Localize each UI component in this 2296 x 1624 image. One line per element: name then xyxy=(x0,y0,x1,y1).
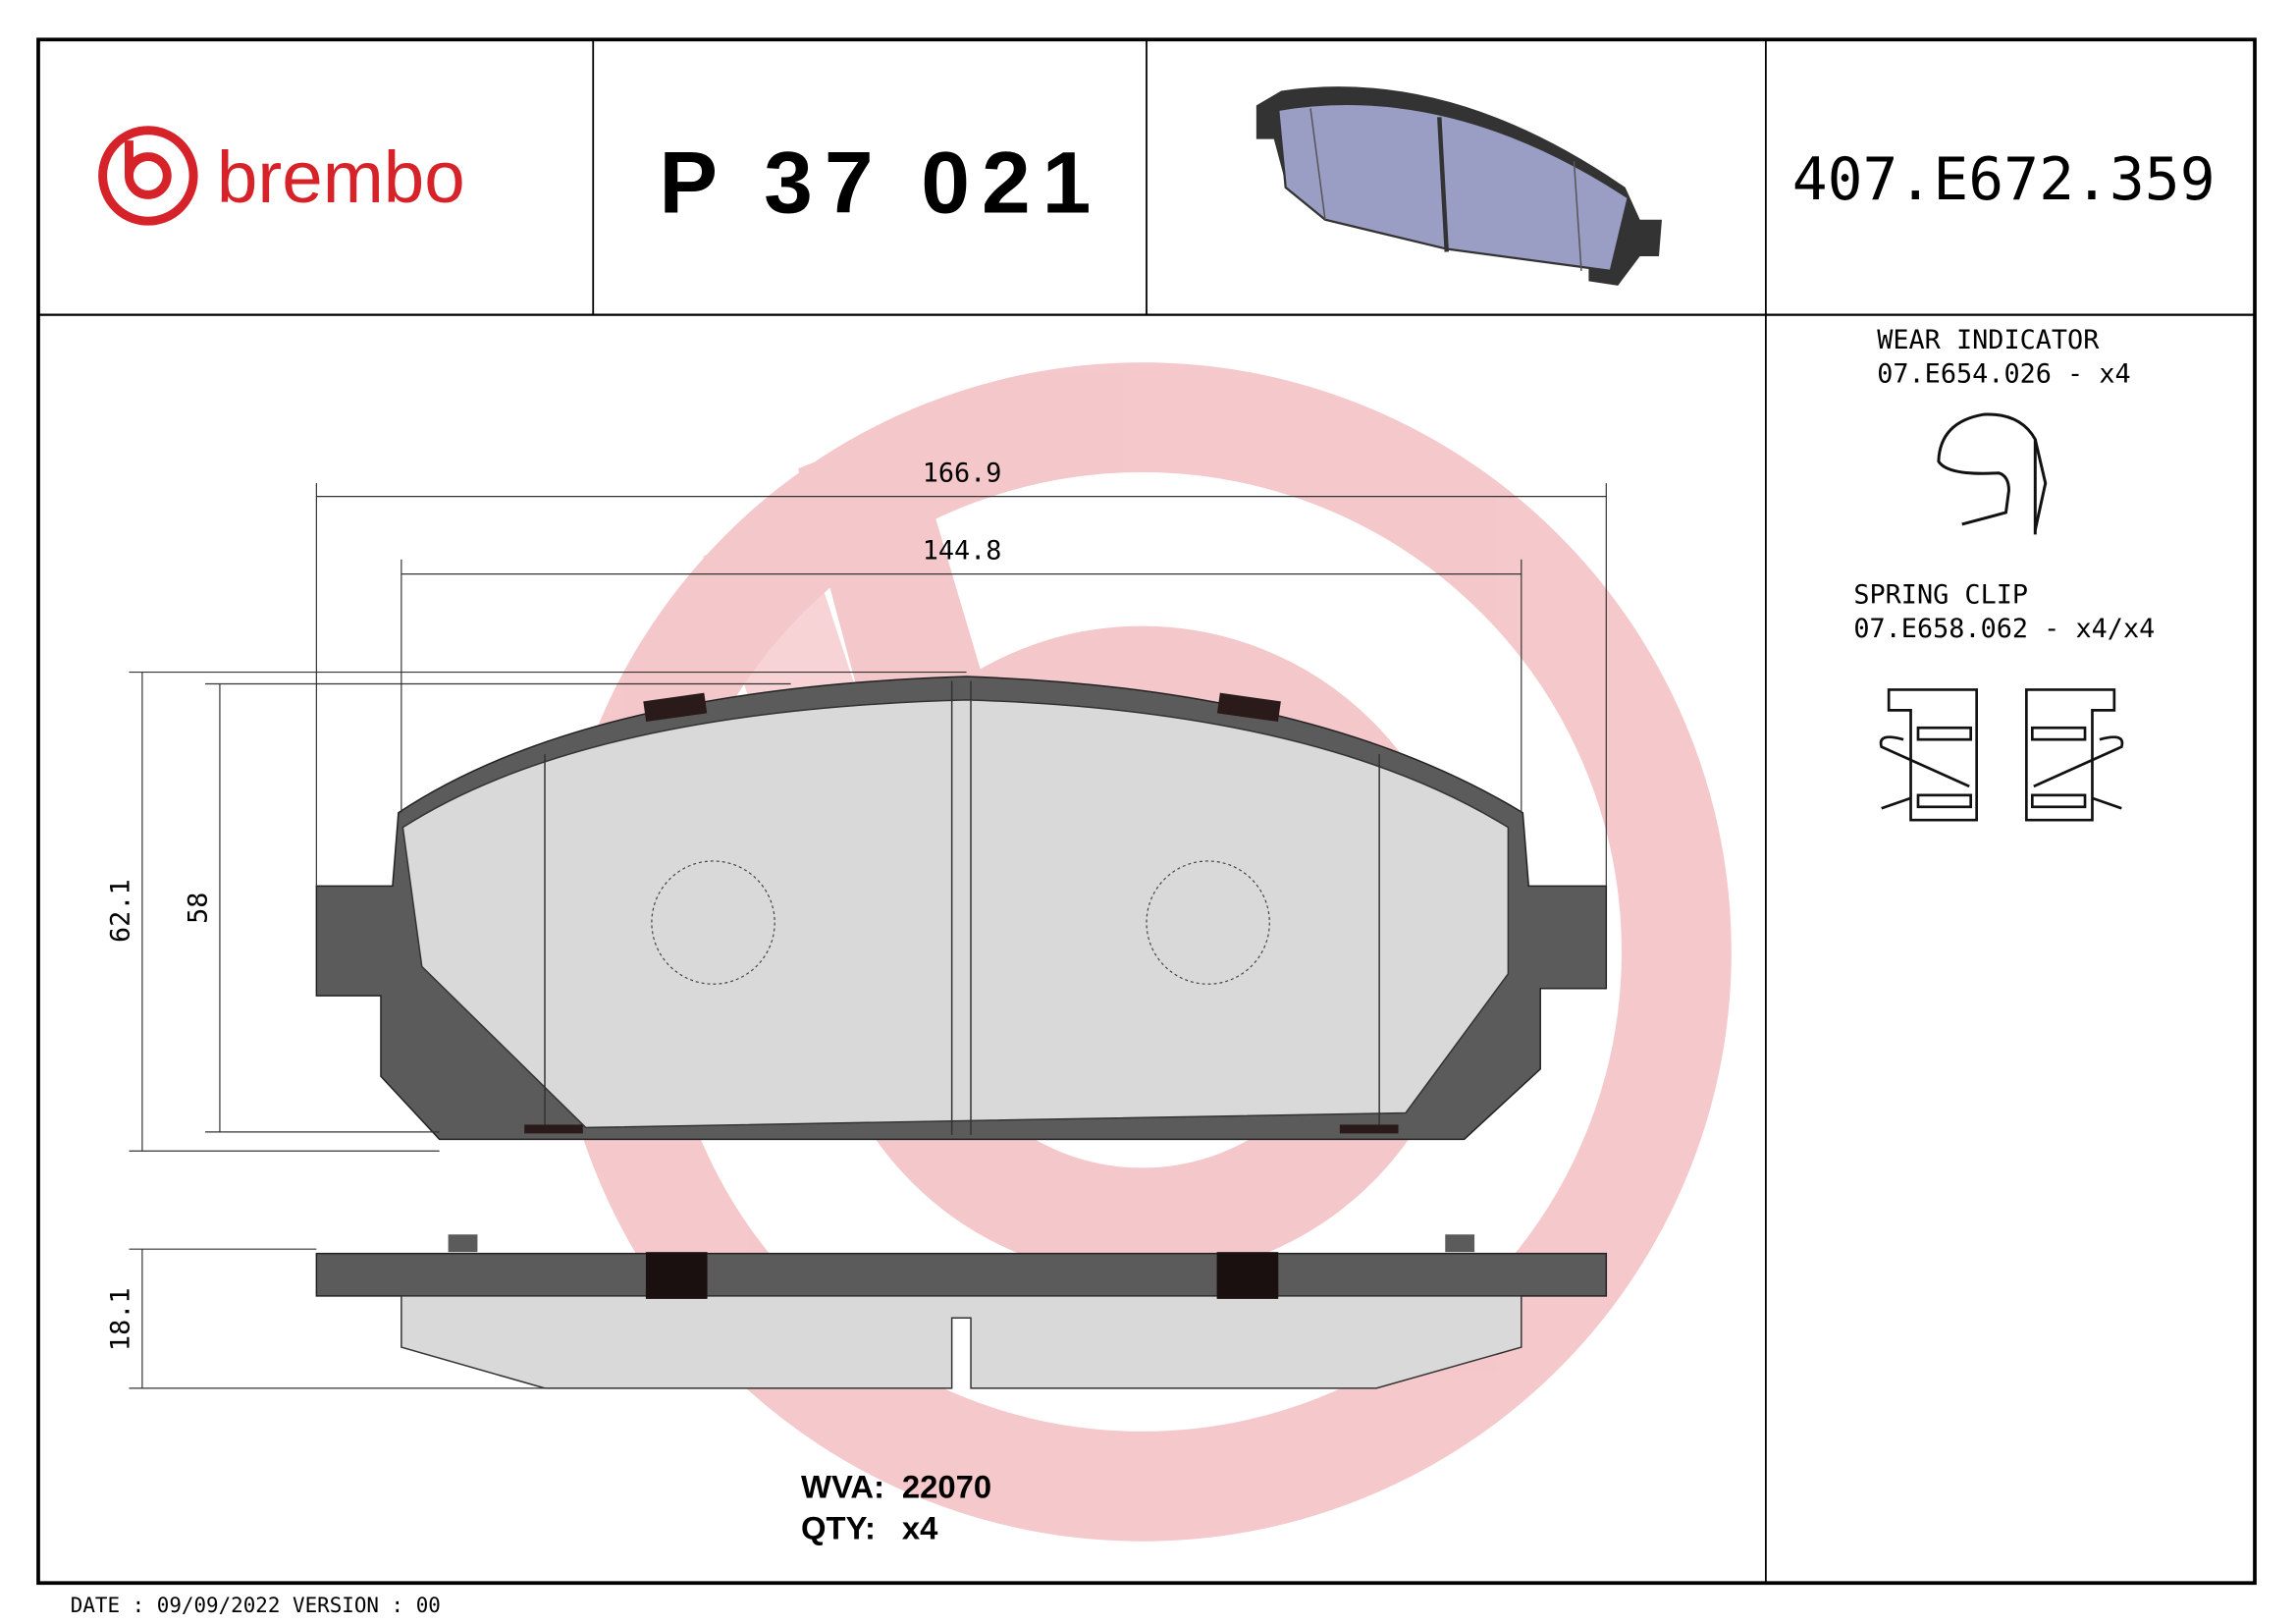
pad-side-view xyxy=(315,1234,1608,1389)
wear-indicator-code: 07.E654.026 - x4 xyxy=(1877,358,2130,389)
pad-front-view xyxy=(315,676,1608,1141)
spring-clip-code: 07.E658.062 - x4/x4 xyxy=(1853,614,2155,644)
spring-clip-icon xyxy=(1879,688,2124,822)
pad-thumbnail xyxy=(1255,86,1662,286)
brembo-logo: brembo xyxy=(98,126,465,226)
wear-indicator-icon xyxy=(1937,412,2048,535)
brembo-logo-icon xyxy=(98,126,198,226)
reference-number: 407.E672.359 xyxy=(1792,146,2216,214)
date-version: DATE : 09/09/2022 VERSION : 00 xyxy=(71,1594,441,1617)
wear-indicator-slot xyxy=(643,692,708,723)
part-number: P 37 021 xyxy=(659,133,1102,231)
dim-overall-height: 62.1 xyxy=(105,879,135,943)
qty-value: x4 xyxy=(902,1509,938,1545)
spring-clip-title: SPRING CLIP xyxy=(1853,579,2028,610)
dim-thickness: 18.1 xyxy=(105,1287,135,1351)
wear-indicator-title: WEAR INDICATOR xyxy=(1877,325,2100,355)
dim-overall-width: 166.9 xyxy=(923,459,1002,489)
qty-label: QTY: xyxy=(801,1509,876,1545)
brand-name: brembo xyxy=(217,135,465,218)
dim-pad-height: 58 xyxy=(184,893,214,924)
wva-value: 22070 xyxy=(902,1469,991,1505)
dimension-lines xyxy=(129,483,1607,1389)
dim-pad-width: 144.8 xyxy=(923,536,1002,567)
wva-label: WVA: xyxy=(801,1469,884,1505)
wear-indicator-slot xyxy=(1216,692,1281,723)
